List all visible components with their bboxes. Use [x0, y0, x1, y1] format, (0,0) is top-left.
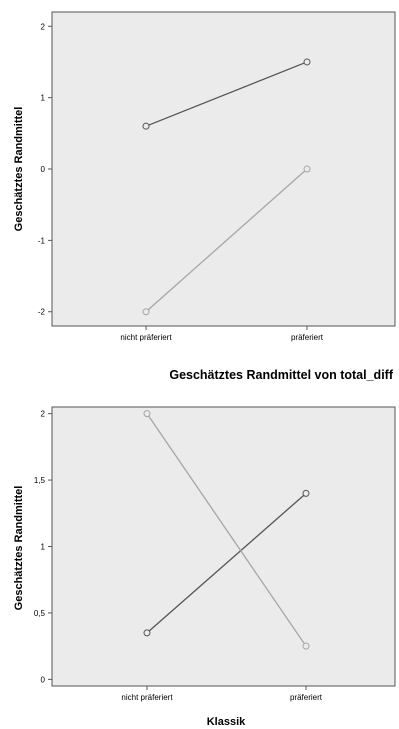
data-point — [303, 58, 311, 66]
y-tick-label: 0 — [41, 675, 46, 684]
series-line-1 — [145, 61, 308, 127]
data-point — [142, 308, 150, 316]
data-point — [303, 165, 311, 173]
series-line-1 — [146, 492, 307, 634]
y-tick-label: 2 — [41, 22, 46, 31]
x-tick-label: nicht präferiert — [121, 693, 173, 702]
data-point — [302, 489, 310, 497]
y-tick-label: 1 — [41, 94, 46, 103]
data-point — [143, 629, 151, 637]
y-axis-label: Geschätztes Randmittel — [13, 486, 25, 611]
data-point — [143, 410, 151, 418]
y-tick-label: -1 — [38, 236, 46, 245]
chart-title: Geschätztes Randmittel von total_diff — [169, 368, 393, 382]
series-line-2 — [145, 168, 308, 313]
y-axis-label: Geschätztes Randmittel — [13, 107, 25, 232]
chart-2: Geschätztes Randmittel von total_diff 0 0… — [13, 368, 396, 728]
y-tick-label: 0 — [41, 165, 46, 174]
x-tick-label: nicht präferiert — [120, 333, 172, 342]
data-point — [142, 122, 150, 130]
y-tick-label: 1,5 — [34, 476, 46, 485]
data-point — [302, 642, 310, 650]
plot-area — [51, 11, 396, 327]
y-tick-label: -2 — [38, 308, 46, 317]
plot-area — [51, 406, 396, 687]
x-axis-label: Klassik — [207, 716, 246, 728]
y-tick-label: 0,5 — [34, 609, 46, 618]
x-tick-label: präferiert — [291, 333, 324, 342]
series-line-2 — [146, 413, 307, 647]
y-tick-label: 2 — [41, 410, 46, 419]
y-tick-label: 1 — [41, 543, 46, 552]
chart-1: -2 -1 0 1 2 nicht präferiert präferiert Gesch… — [13, 11, 396, 342]
x-tick-label: präferiert — [290, 693, 323, 702]
